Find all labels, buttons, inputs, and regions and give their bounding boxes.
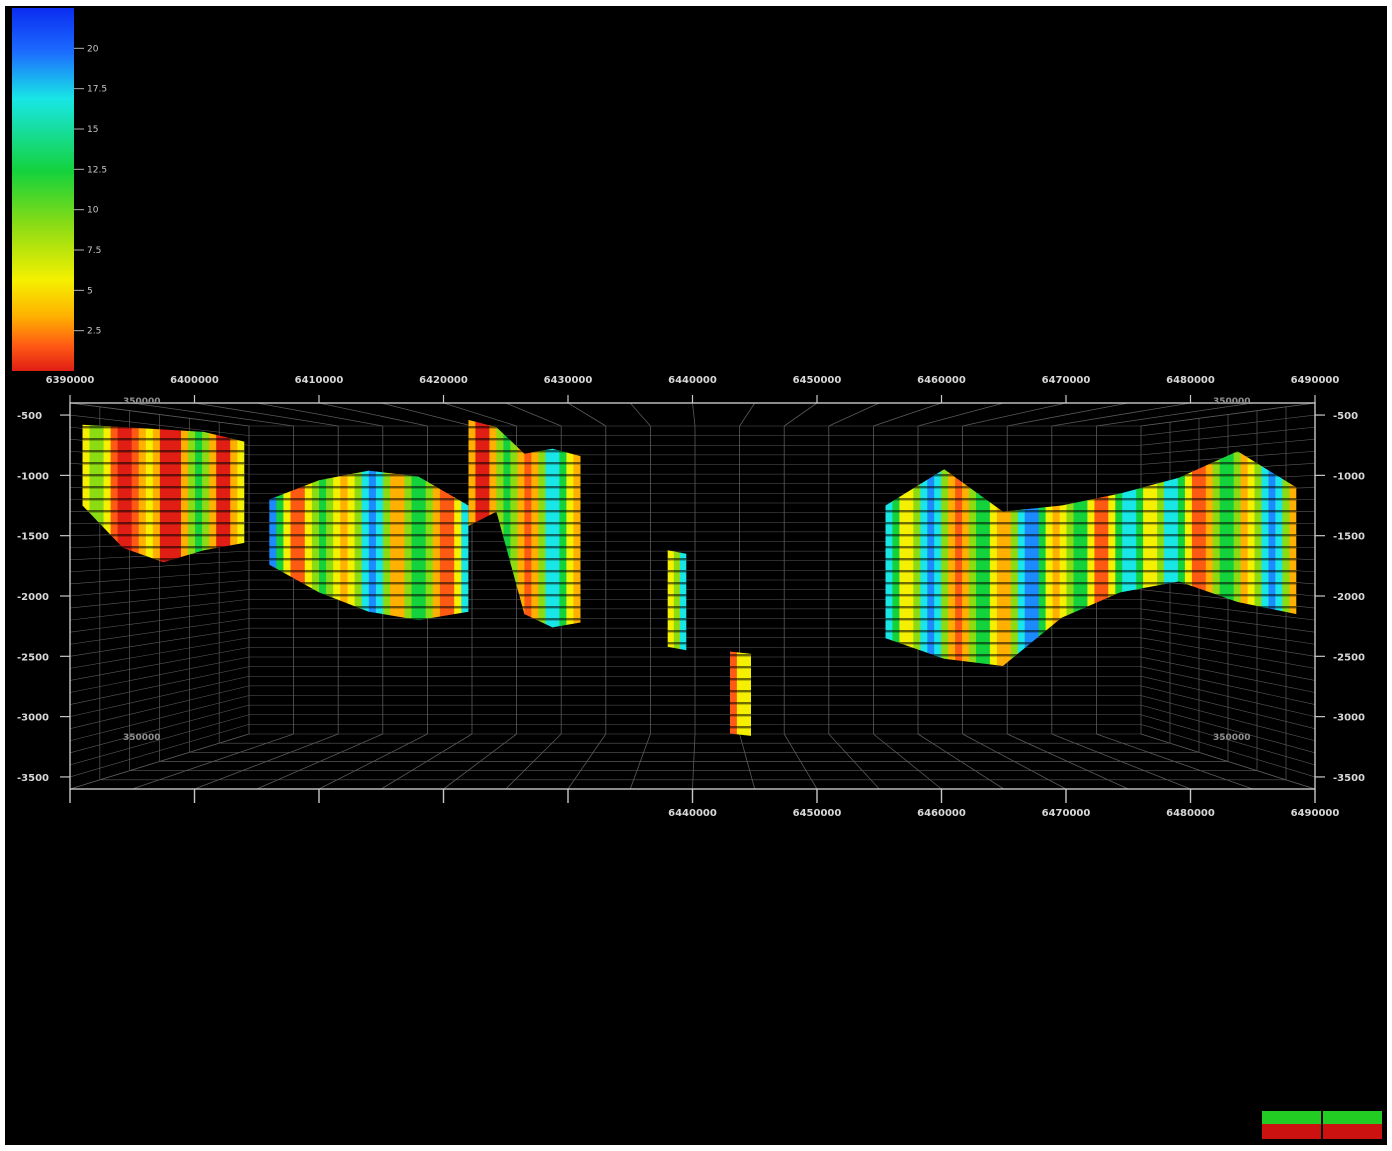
status-segment-top: [1262, 1111, 1321, 1124]
status-segment-bottom: [1262, 1124, 1321, 1139]
grid-line: [962, 402, 1067, 427]
horizon-surface: [269, 470, 469, 621]
grid-line: [381, 402, 473, 427]
y-tick-label-right: -1500: [1333, 532, 1365, 543]
x-tick-label-top: 6460000: [917, 375, 966, 386]
x-tick-label-bottom: 6470000: [1042, 808, 1091, 819]
x-tick-label-bottom: 6490000: [1291, 808, 1340, 819]
y-tick-label-left: -2500: [17, 652, 49, 663]
surface-contour-lines: [729, 651, 751, 736]
status-segment-top: [1323, 1111, 1382, 1124]
surface-contour-lines: [468, 419, 581, 628]
box-frame: [69, 402, 1316, 790]
y-tick-label-left: -3500: [17, 773, 49, 784]
x-tick-label-top: 6390000: [46, 375, 95, 386]
grid-line: [629, 402, 651, 427]
grid-line: [132, 402, 294, 427]
colorbar-tick-label: 15: [87, 125, 98, 135]
grid-line: [567, 402, 607, 427]
colorbar-tick-label: 2.5: [87, 327, 101, 337]
grid-line: [783, 402, 818, 427]
grid-line: [256, 402, 383, 427]
x-tick-label-bottom: 6440000: [668, 808, 717, 819]
horizon-surface: [667, 550, 687, 651]
y-tick-label-right: -3500: [1333, 773, 1365, 784]
grid-line: [739, 402, 756, 427]
y-tick-label-right: -500: [1333, 411, 1358, 422]
surface-contour-lines: [667, 550, 687, 651]
x-tick-label-bottom: 6480000: [1166, 808, 1215, 819]
colorbar-tick-label: 17.5: [87, 85, 107, 95]
y-tick-label-right: -3000: [1333, 713, 1365, 724]
y-tick-label-left: -2000: [17, 592, 49, 603]
horizon-surface: [885, 451, 1297, 666]
x-tick-label-bottom: 6460000: [917, 808, 966, 819]
y-tick-label-left: -1000: [17, 471, 49, 482]
surface-contour-lines: [885, 451, 1297, 666]
x-tick-label-top: 6400000: [170, 375, 219, 386]
x-tick-label-top: 6490000: [1291, 375, 1340, 386]
surface-contour-lines: [82, 424, 245, 563]
grid-line: [917, 402, 1004, 427]
x-tick-label-top: 6480000: [1166, 375, 1215, 386]
horizon-surface: [82, 424, 245, 563]
depth-axis-label: 350000: [1213, 733, 1251, 743]
y-tick-label-left: -500: [17, 411, 42, 422]
horizon-surfaces: [82, 419, 1297, 736]
grid-line: [873, 402, 942, 427]
horizon-surface: [468, 419, 581, 628]
x-tick-label-top: 6470000: [1042, 375, 1091, 386]
colorbar-tick-label: 12.5: [87, 165, 107, 175]
x-tick-label-top: 6440000: [668, 375, 717, 386]
depth-axis-label: 350000: [123, 397, 161, 407]
x-tick-label-top: 6410000: [295, 375, 344, 386]
grid-line: [828, 402, 880, 427]
colorbar-tick-label: 10: [87, 206, 99, 216]
y-tick-label-right: -2000: [1333, 592, 1365, 603]
horizon-surface: [729, 651, 751, 736]
y-tick-label-right: -1000: [1333, 471, 1365, 482]
axes: 6390000 6400000 6410000 6420000 6430000 64400…: [17, 375, 1365, 819]
depth-axis-label: 350000: [123, 733, 161, 743]
x-tick-label-bottom: 6450000: [793, 808, 842, 819]
chart-svg: 6390000 6400000 6410000 6420000 6430000 64400…: [12, 8, 1365, 819]
colorbar-tick-label: 7.5: [87, 246, 101, 256]
colorbar-gradient: [12, 8, 74, 371]
x-tick-label-top: 6430000: [544, 375, 593, 386]
status-segment: [1323, 1111, 1382, 1139]
colorbar-tick-label: 5: [87, 286, 93, 296]
y-tick-label-right: -2500: [1333, 652, 1365, 663]
grid-line: [318, 402, 428, 427]
x-tick-label-top: 6450000: [793, 375, 842, 386]
grid-line: [692, 402, 696, 427]
colorbar-tick-label: 20: [87, 44, 99, 54]
grid-line: [443, 402, 517, 427]
depth-axis-label: 350000: [1213, 397, 1251, 407]
y-tick-label-left: -3000: [17, 713, 49, 724]
status-segment: [1262, 1111, 1321, 1139]
perspective-grid: [69, 402, 1316, 790]
grid-line: [1007, 402, 1129, 427]
grid-line: [1051, 402, 1191, 427]
y-tick-label-left: -1500: [17, 532, 49, 543]
status-indicator: [1262, 1111, 1382, 1139]
grid-line: [194, 402, 339, 427]
grid-line: [1096, 402, 1253, 427]
status-segment-bottom: [1323, 1124, 1382, 1139]
colorbar: 20 17.5 15 12.5 10 7.5 5 2.5: [12, 8, 107, 371]
3d-scene[interactable]: 6390000 6400000 6410000 6420000 6430000 64400…: [5, 6, 1387, 1145]
x-tick-label-top: 6420000: [419, 375, 468, 386]
grid-line: [505, 402, 562, 427]
